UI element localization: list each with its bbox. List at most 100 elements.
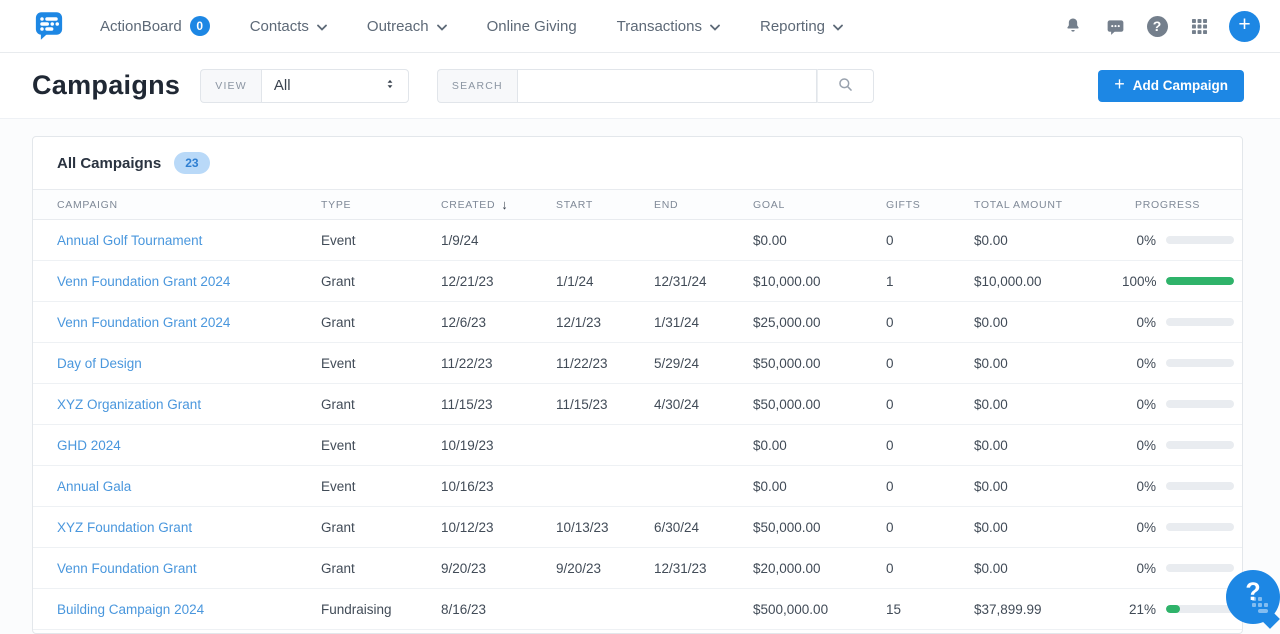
type-cell: Event [321,355,356,371]
campaign-cell: Annual Golf Tournament [57,233,321,248]
nav-item-actionboard[interactable]: ActionBoard 0 [100,16,210,36]
progress-cell: 0% [1122,397,1234,412]
total-amount-cell: $0.00 [974,232,1008,248]
sort-desc-icon: ↓ [501,197,509,212]
table-row: Building Campaign 2024 Fundraising 8/16/… [33,589,1242,630]
add-campaign-button[interactable]: + Add Campaign [1098,69,1244,102]
help-question-icon: ? [1245,578,1261,606]
end-cell: 1/31/24 [654,314,700,330]
view-select[interactable]: All [260,68,409,103]
campaign-count-badge: 23 [174,152,210,174]
progress-bar [1166,441,1234,449]
nav-item-label: Online Giving [486,17,577,35]
panel-title: All Campaigns [57,154,162,172]
progress-percent-label: 0% [1136,396,1156,412]
view-label: VIEW [200,68,261,103]
table-row: GHD 2024 Event 10/19/23 $0.00 0 $0.00 0% [33,425,1242,466]
campaign-link[interactable]: XYZ Foundation Grant [57,519,193,535]
campaign-link[interactable]: Day of Design [57,355,142,371]
campaign-link[interactable]: Venn Foundation Grant [57,560,197,576]
progress-cell: 0% [1122,356,1234,371]
campaign-cell: Venn Foundation Grant 2024 [57,274,321,289]
view-selected-value: All [273,77,291,94]
total-amount-cell: $37,899.99 [974,601,1042,617]
campaign-cell: Building Campaign 2024 [57,602,321,617]
search-group: SEARCH [436,68,874,103]
progress-fill [1166,277,1234,285]
campaign-cell: Day of Design [57,356,321,371]
start-cell: 12/1/23 [556,314,602,330]
end-cell: 6/30/24 [654,519,700,535]
campaign-link[interactable]: XYZ Organization Grant [57,396,202,412]
content-area: All Campaigns 23 Campaign Type Created ↓… [0,119,1280,634]
progress-bar [1166,277,1234,285]
search-label: SEARCH [436,68,517,103]
progress-cell: 0% [1122,479,1234,494]
total-amount-cell: $0.00 [974,478,1008,494]
progress-percent-label: 21% [1128,601,1156,617]
page-title: Campaigns [32,70,181,100]
campaign-link[interactable]: Annual Gala [57,478,132,494]
campaign-cell: Annual Gala [57,479,321,494]
type-cell: Grant [321,560,355,576]
campaigns-card: All Campaigns 23 Campaign Type Created ↓… [32,136,1243,634]
search-button[interactable] [816,68,874,103]
table-row: Annual Gala Event 10/16/23 $0.00 0 $0.00… [33,466,1242,507]
nav-item-online-giving[interactable]: Online Giving [487,18,577,35]
add-campaign-label: Add Campaign [1132,78,1228,93]
chevron-down-icon [833,24,843,31]
progress-cell: 0% [1122,520,1234,535]
top-nav: ActionBoard 0 Contacts Outreach Online G… [0,0,1280,53]
apps-grid-icon[interactable] [1187,14,1211,38]
type-cell: Event [321,478,356,494]
col-header-progress[interactable]: Progress [1135,198,1201,211]
col-header-campaign[interactable]: Campaign [57,198,118,211]
col-header-total-amount[interactable]: Total Amount [974,198,1063,211]
col-header-end[interactable]: End [654,198,679,211]
nav-item-label: Transactions [616,17,702,35]
start-cell: 11/22/23 [556,355,608,371]
chat-icon[interactable] [1103,14,1127,38]
gifts-cell: 0 [886,396,894,412]
created-cell: 10/12/23 [441,519,494,535]
created-cell: 10/16/23 [441,478,494,494]
page-header: Campaigns VIEW All SEARCH + Add Campaign [0,53,1280,119]
help-widget-button[interactable]: ? [1226,570,1280,624]
goal-cell: $50,000.00 [753,355,821,371]
campaign-link[interactable]: Building Campaign 2024 [57,601,205,617]
created-cell: 10/19/23 [441,437,494,453]
total-amount-cell: $0.00 [974,437,1008,453]
col-header-type[interactable]: Type [321,198,352,211]
notifications-bell-icon[interactable] [1061,14,1085,38]
col-header-gifts[interactable]: Gifts [886,198,921,211]
campaign-cell: Venn Foundation Grant 2024 [57,315,321,330]
col-header-created[interactable]: Created ↓ [441,197,556,212]
gifts-cell: 1 [886,273,894,289]
progress-cell: 0% [1122,315,1234,330]
progress-percent-label: 0% [1136,314,1156,330]
nav-item-transactions[interactable]: Transactions [617,18,720,35]
progress-cell: 21% [1122,602,1234,617]
start-cell: 10/13/23 [556,519,609,535]
start-cell: 11/15/23 [556,396,608,412]
campaign-link[interactable]: Venn Foundation Grant 2024 [57,314,231,330]
nav-item-reporting[interactable]: Reporting [760,18,843,35]
goal-cell: $50,000.00 [753,519,821,535]
start-cell: 1/1/24 [556,273,594,289]
campaign-link[interactable]: Annual Golf Tournament [57,232,203,248]
chevron-down-icon [710,24,720,31]
col-header-start[interactable]: Start [556,198,593,211]
col-header-goal[interactable]: Goal [753,198,785,211]
help-icon[interactable]: ? [1145,14,1169,38]
total-amount-cell: $0.00 [974,560,1008,576]
campaign-link[interactable]: Venn Foundation Grant 2024 [57,273,231,289]
nav-item-outreach[interactable]: Outreach [367,18,447,35]
progress-fill [1166,605,1181,613]
quick-add-icon[interactable]: + [1229,10,1260,42]
campaign-link[interactable]: GHD 2024 [57,437,121,453]
brand-logo-icon[interactable] [34,11,64,41]
progress-percent-label: 100% [1122,273,1157,289]
search-input[interactable] [516,68,817,103]
created-cell: 11/15/23 [441,396,493,412]
nav-item-contacts[interactable]: Contacts [250,18,327,35]
